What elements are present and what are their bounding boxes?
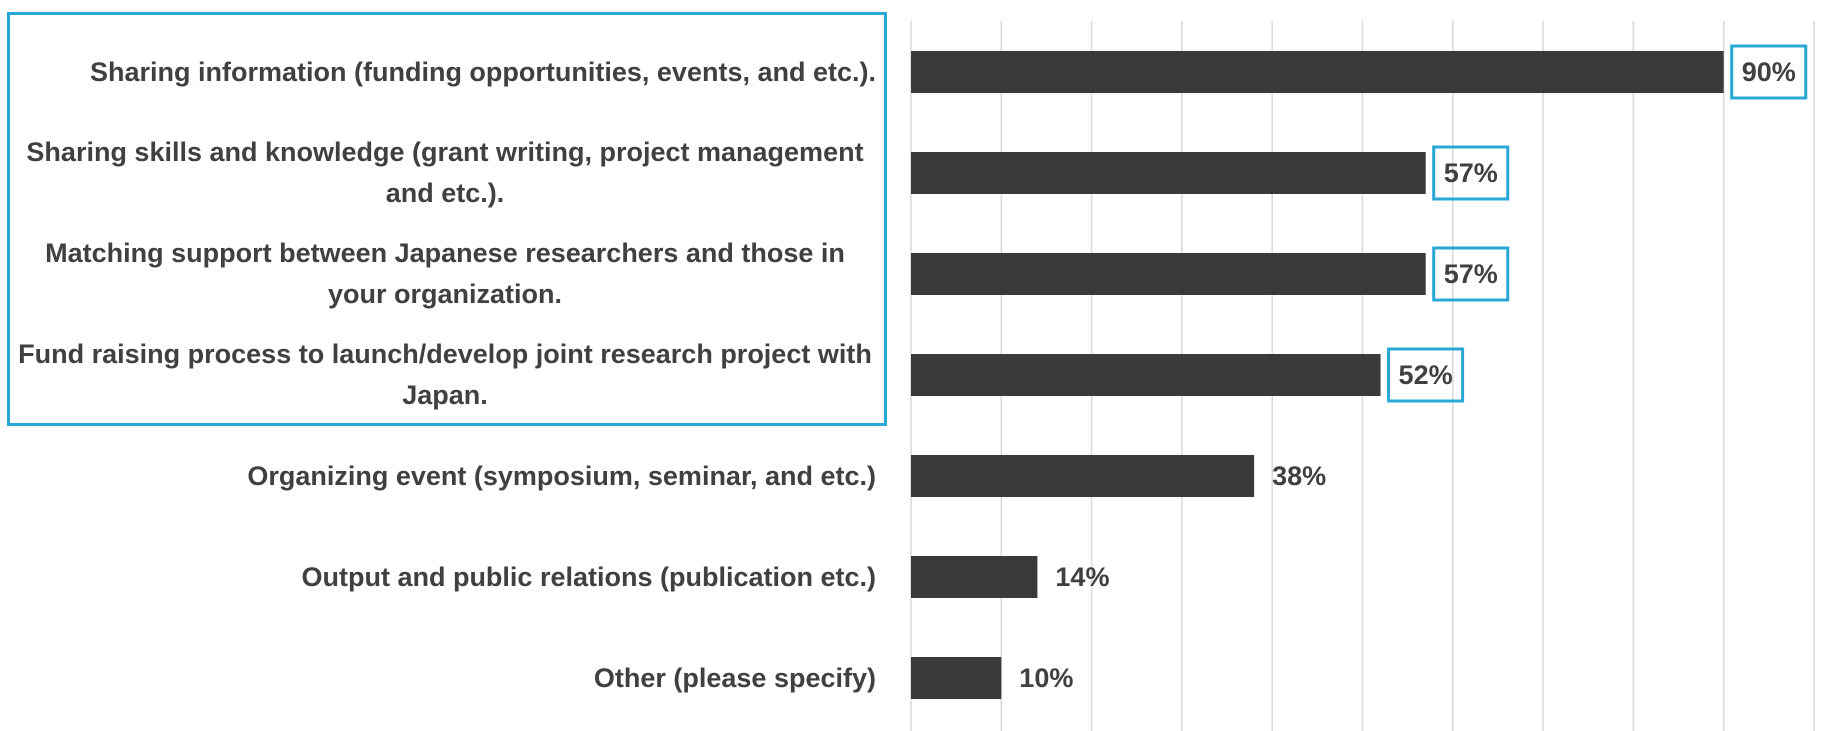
bar [911, 152, 1426, 194]
bar [911, 657, 1002, 699]
value-label: 38% [1272, 461, 1326, 491]
value-highlight [1730, 44, 1808, 100]
category-text: Matching support between Japanese resear… [45, 238, 845, 309]
category-label: Sharing information (funding opportuniti… [14, 22, 876, 123]
category-label: Organizing event (symposium, seminar, an… [14, 426, 876, 527]
category-label: Matching support between Japanese resear… [14, 224, 876, 325]
value-label: 90% [1742, 57, 1796, 87]
category-text: Sharing skills and knowledge (grant writ… [26, 137, 864, 208]
category-label: Other (please specify) [14, 628, 876, 729]
category-label: Fund raising process to launch/develop j… [14, 325, 876, 426]
bar [911, 253, 1426, 295]
bar [911, 455, 1255, 497]
category-text: Organizing event (symposium, seminar, an… [247, 460, 876, 491]
category-text: Sharing information (funding opportuniti… [89, 56, 876, 87]
value-highlight [1387, 347, 1465, 403]
bar [911, 51, 1724, 93]
value-highlight [1432, 145, 1510, 201]
bar [911, 354, 1381, 396]
category-text: Other (please specify) [593, 662, 876, 693]
category-label: Output and public relations (publication… [14, 527, 876, 628]
value-label: 52% [1399, 360, 1453, 390]
category-label: Sharing skills and knowledge (grant writ… [14, 123, 876, 224]
bar [911, 556, 1038, 598]
value-label: 57% [1444, 158, 1498, 188]
value-label: 57% [1444, 259, 1498, 289]
category-text: Fund raising process to launch/develop j… [18, 339, 872, 410]
category-text: Output and public relations (publication… [301, 561, 876, 592]
category-highlight [7, 12, 887, 426]
value-label: 10% [1019, 663, 1073, 693]
value-highlight [1432, 246, 1510, 302]
value-label: 14% [1055, 562, 1109, 592]
